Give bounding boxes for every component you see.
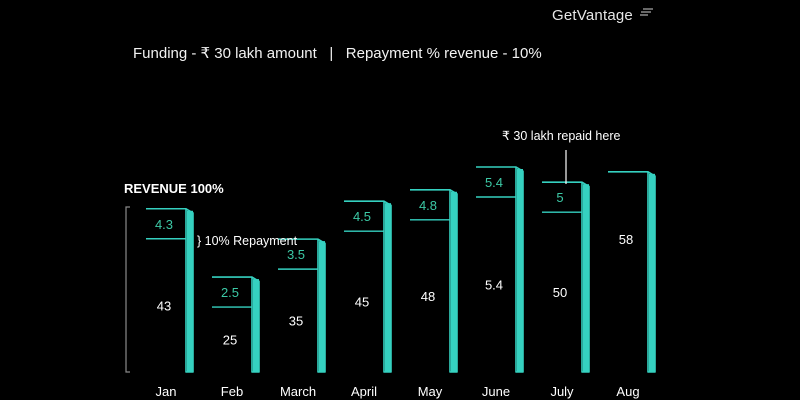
revenue-value-label: 50 [553, 285, 567, 300]
repayment-value-label: 3.5 [287, 247, 305, 262]
subtitle-separator: | [329, 45, 334, 62]
bar-july [542, 181, 590, 373]
revenue-value-label: 43 [157, 298, 171, 313]
x-tick-label: Aug [616, 384, 639, 399]
bar-june [476, 166, 524, 373]
bar-april [344, 200, 392, 373]
revenue-value-label: 58 [619, 232, 633, 247]
bar-side-june [517, 169, 523, 372]
revenue-value-label: 48 [421, 289, 435, 304]
x-tick-label: Feb [221, 384, 243, 399]
repayment-value-label: 4.3 [155, 217, 173, 232]
bar-side-march [319, 241, 325, 372]
getvantage-logo: GetVantage [552, 7, 633, 24]
revenue-value-label: 45 [355, 295, 369, 310]
revenue-value-label: 25 [223, 333, 237, 348]
bar-side-may [451, 191, 457, 372]
funding-text: Funding - ₹ 30 lakh amount [133, 45, 317, 62]
bar-side-july [583, 184, 589, 372]
logo-lines-icon [640, 8, 653, 16]
bar-aug [608, 171, 656, 373]
bar-side-jan [187, 210, 193, 372]
revenue-bracket [125, 206, 130, 373]
x-tick-label: March [280, 384, 316, 399]
repayment-value-label: 2.5 [221, 285, 239, 300]
bar-side-feb [253, 279, 259, 372]
x-tick-label: June [482, 384, 510, 399]
repayment-rate-text: Repayment % revenue - 10% [345, 45, 542, 62]
repaid-annotation: ₹ 30 lakh repaid here [502, 129, 621, 143]
repayment-value-label: 4.8 [419, 198, 437, 213]
x-tick-label: Jan [156, 384, 177, 399]
x-tick-label: May [418, 384, 443, 399]
repayment-value-label: 4.5 [353, 209, 371, 224]
bar-may [410, 188, 458, 373]
revenue-legend-title: REVENUE 100% [124, 181, 224, 196]
revenue-value-label: 5.4 [485, 278, 503, 293]
bar-side-april [385, 203, 391, 372]
x-tick-label: July [550, 384, 574, 399]
revenue-value-label: 35 [289, 314, 303, 329]
chart-subtitle: Funding - ₹ 30 lakh amount | Repayment %… [133, 44, 542, 62]
repayment-value-label: 5 [556, 190, 563, 205]
bar-jan [146, 207, 194, 373]
repayment-value-label: 5.4 [485, 175, 503, 190]
bar-side-aug [649, 173, 655, 372]
repayment-annotation: } 10% Repayment [197, 234, 298, 248]
x-tick-label: April [351, 384, 377, 399]
